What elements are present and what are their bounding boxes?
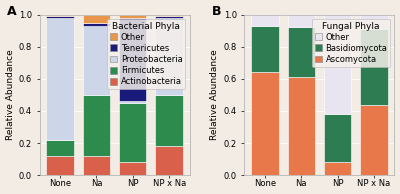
Bar [156, 146, 183, 175]
Bar [83, 95, 110, 156]
Bar [156, 16, 183, 18]
Bar [46, 18, 74, 140]
Bar [46, 156, 74, 175]
Bar [288, 15, 315, 27]
Bar [324, 15, 351, 114]
Bar [251, 15, 278, 26]
Bar [119, 103, 146, 162]
Legend: Other, Basidiomycota, Ascomycota: Other, Basidiomycota, Ascomycota [312, 19, 390, 67]
Bar [119, 15, 146, 18]
Bar [46, 15, 74, 16]
Bar [119, 101, 146, 103]
Bar [83, 26, 110, 95]
Bar [156, 18, 183, 95]
Bar [119, 162, 146, 175]
Bar [119, 18, 146, 101]
Bar [251, 72, 278, 175]
Bar [83, 156, 110, 175]
Bar [288, 77, 315, 175]
Bar [288, 27, 315, 77]
Y-axis label: Relative Abundance: Relative Abundance [6, 49, 14, 140]
Bar [83, 15, 110, 23]
Bar [83, 23, 110, 26]
Legend: Other, Tenericutes, Proteobacteria, Firmicutes, Actinobacteria: Other, Tenericutes, Proteobacteria, Firm… [107, 19, 186, 89]
Bar [360, 15, 388, 29]
Bar [324, 162, 351, 175]
Bar [324, 114, 351, 162]
Text: A: A [7, 5, 16, 18]
Bar [360, 105, 388, 175]
Y-axis label: Relative Abundance: Relative Abundance [210, 49, 220, 140]
Bar [251, 26, 278, 72]
Bar [360, 29, 388, 105]
Bar [156, 95, 183, 146]
Text: B: B [212, 5, 221, 18]
Bar [46, 140, 74, 156]
Bar [46, 16, 74, 18]
Bar [156, 15, 183, 16]
